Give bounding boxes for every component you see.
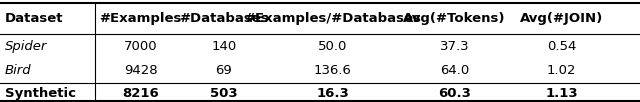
Text: 140: 140 [211,40,237,53]
Text: 7000: 7000 [124,40,157,53]
Text: 64.0: 64.0 [440,64,469,77]
Text: 9428: 9428 [124,64,157,77]
Text: 1.02: 1.02 [547,64,577,77]
Text: 60.3: 60.3 [438,87,471,100]
Text: #Examples: #Examples [100,12,182,25]
Text: 136.6: 136.6 [314,64,352,77]
Text: #Examples/#Databases: #Examples/#Databases [244,12,421,25]
Text: #Databases: #Databases [179,12,269,25]
Text: Bird: Bird [5,64,32,77]
Text: Dataset: Dataset [5,12,63,25]
Text: Avg(#JOIN): Avg(#JOIN) [520,12,604,25]
Text: 50.0: 50.0 [318,40,348,53]
Text: Synthetic: Synthetic [5,87,76,100]
Text: Avg(#Tokens): Avg(#Tokens) [403,12,506,25]
Text: 0.54: 0.54 [547,40,576,53]
Text: 37.3: 37.3 [440,40,469,53]
Text: 1.13: 1.13 [545,87,578,100]
Text: 503: 503 [210,87,238,100]
Text: 16.3: 16.3 [316,87,349,100]
Text: 8216: 8216 [122,87,159,100]
Text: 69: 69 [216,64,232,77]
Text: Spider: Spider [5,40,47,53]
